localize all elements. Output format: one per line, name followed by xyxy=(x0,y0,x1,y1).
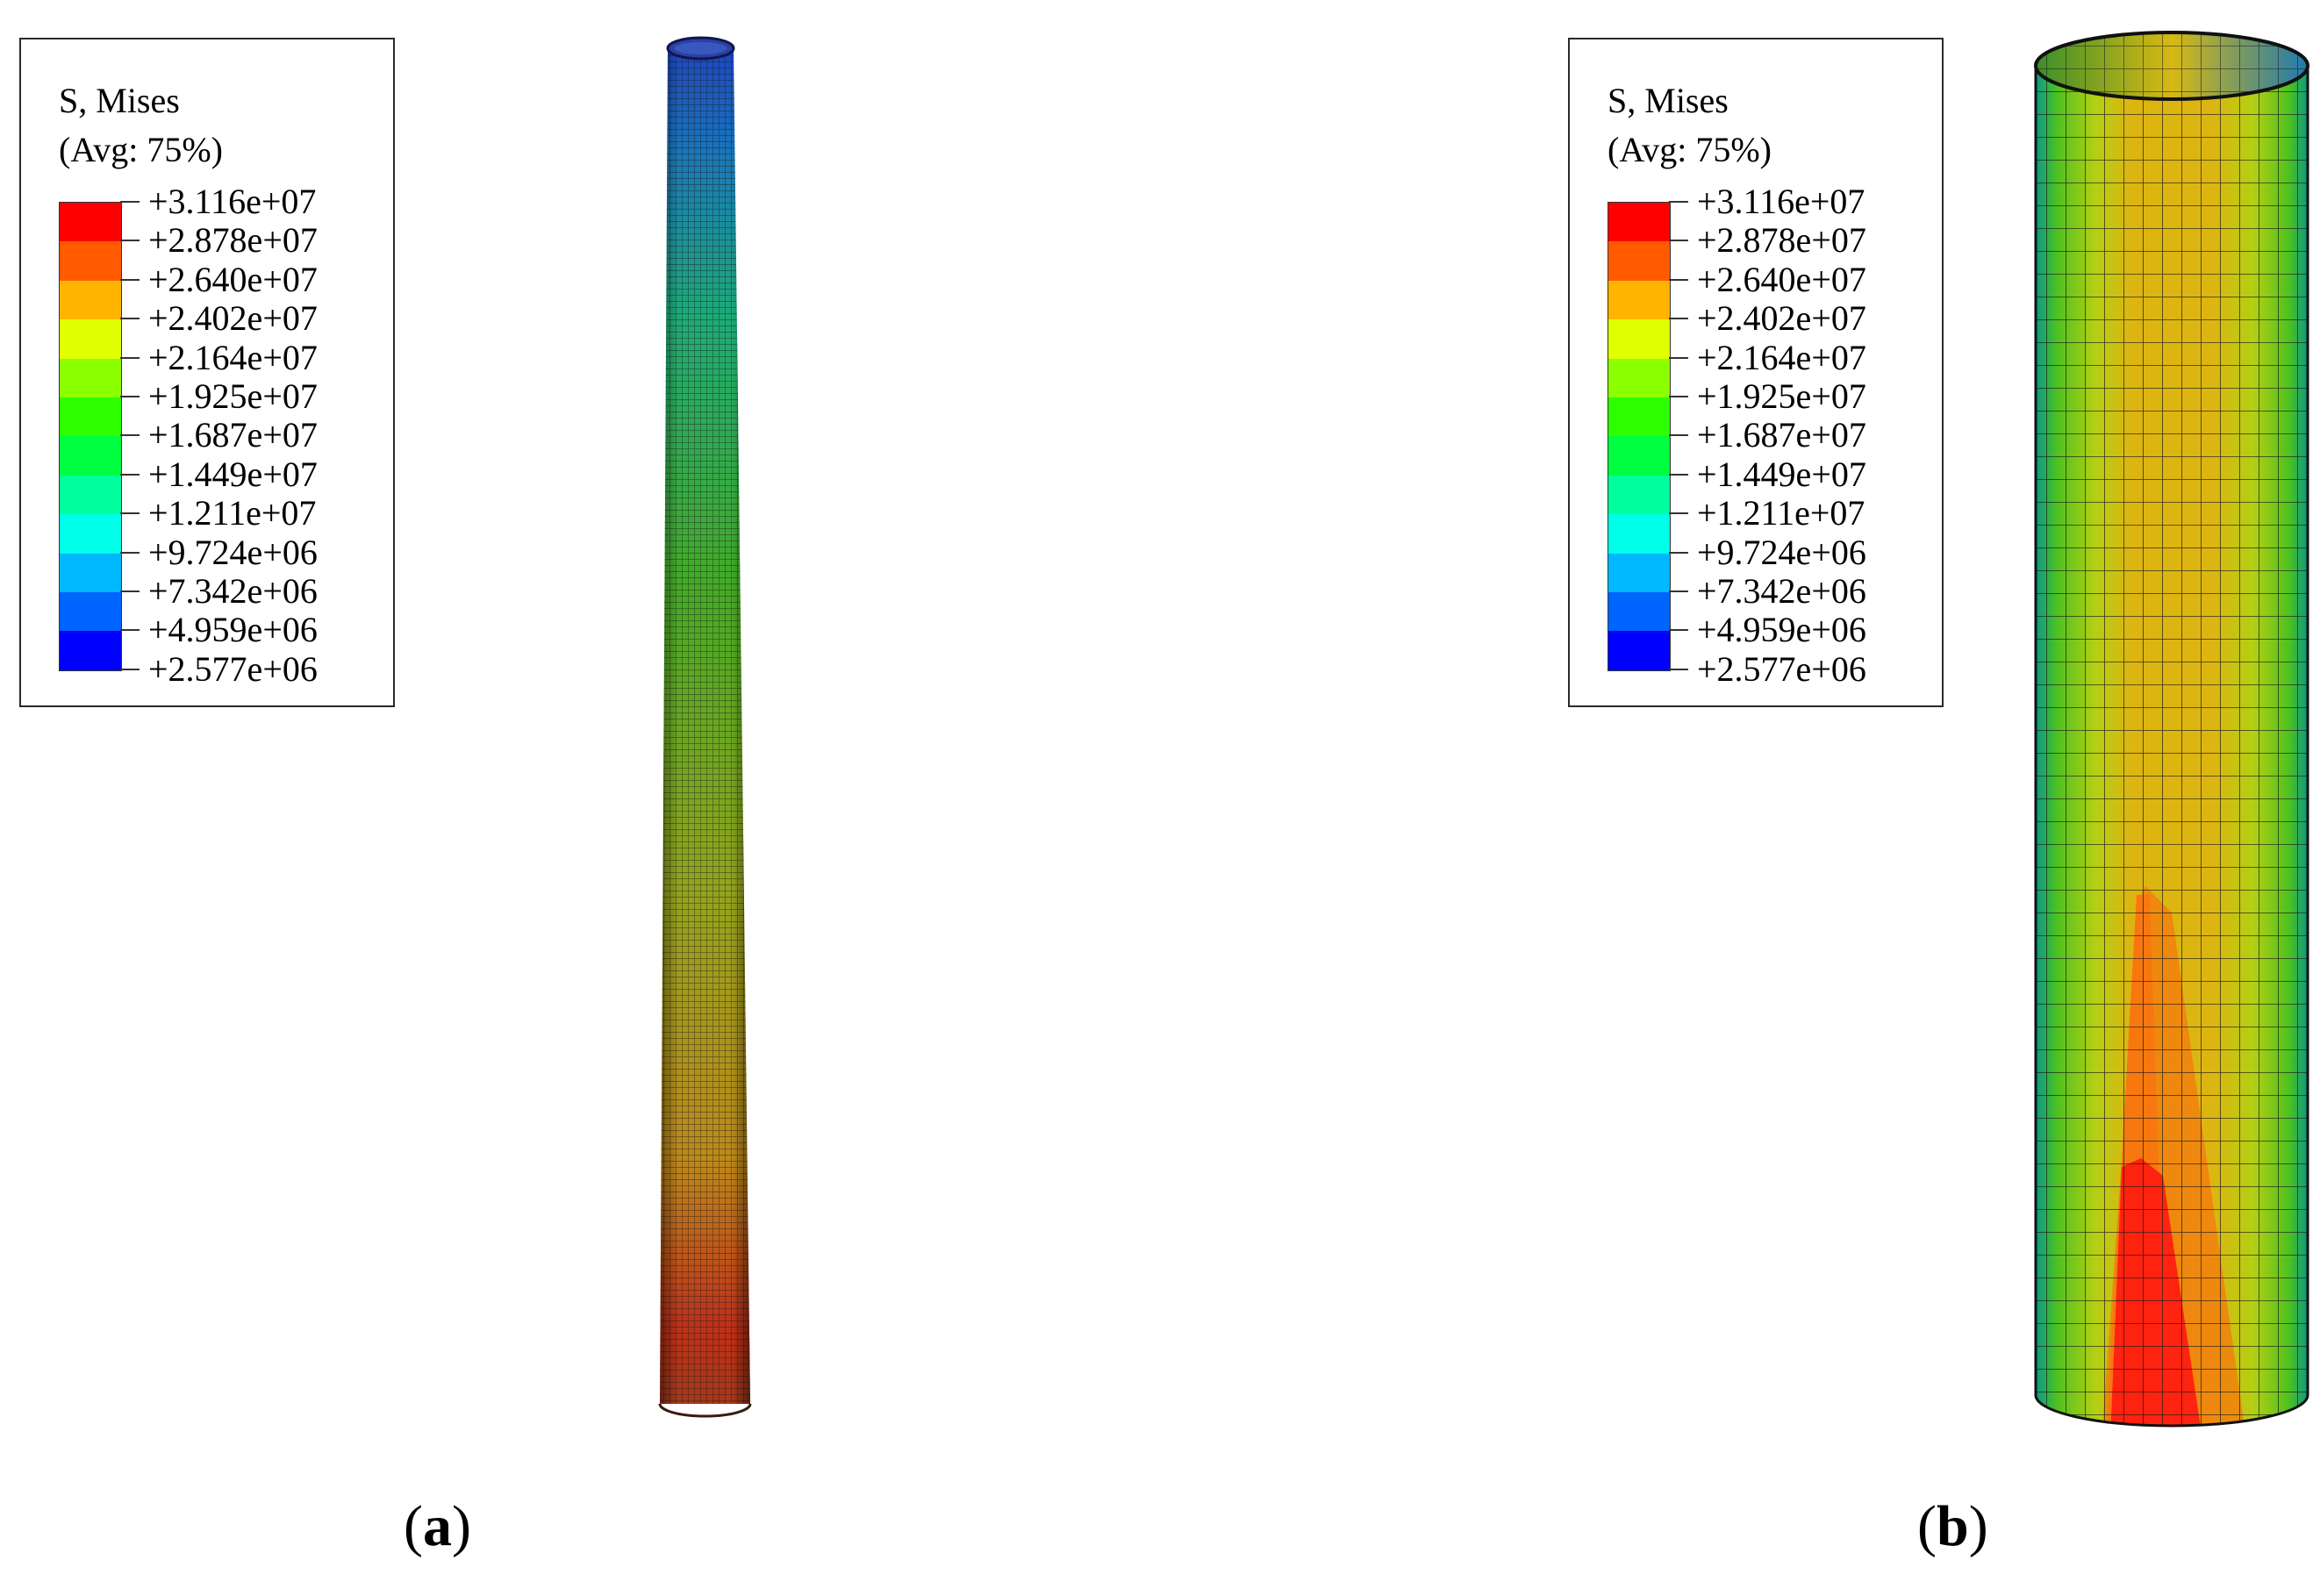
scale-value: +2.164e+07 xyxy=(148,337,318,377)
color-band xyxy=(1608,280,1670,320)
color-band xyxy=(60,436,121,476)
scale-value: +3.116e+07 xyxy=(148,182,317,221)
scale-value: +2.577e+06 xyxy=(1697,648,1866,689)
scale-tick xyxy=(120,668,140,670)
scale-tick xyxy=(120,240,140,242)
color-band xyxy=(60,319,121,359)
scale-tick xyxy=(1669,590,1688,592)
color-band xyxy=(1608,397,1670,437)
color-band xyxy=(60,553,121,592)
legend-averaging: (Avg: 75%) xyxy=(59,130,223,169)
legend-averaging: (Avg: 75%) xyxy=(1608,130,1772,169)
legend-title: S, Mises (Avg: 75%) xyxy=(59,76,223,175)
color-band xyxy=(1608,319,1670,359)
scale-tick xyxy=(120,473,140,476)
scale-tick xyxy=(120,512,140,515)
color-band xyxy=(60,397,121,437)
color-band xyxy=(1608,514,1670,554)
scale-value: +1.925e+07 xyxy=(1697,376,1866,416)
color-scale xyxy=(1608,202,1671,671)
color-band xyxy=(1608,631,1670,670)
color-band xyxy=(60,358,121,397)
scale-tick xyxy=(120,278,140,281)
color-band xyxy=(1608,553,1670,592)
color-band xyxy=(60,475,121,515)
scale-tick xyxy=(1669,240,1688,242)
color-band xyxy=(1608,241,1670,281)
scale-value: +1.211e+07 xyxy=(1697,493,1865,533)
scale-value: +7.342e+06 xyxy=(148,570,318,611)
scale-value: +1.925e+07 xyxy=(148,376,318,416)
legend-panel-b: S, Mises (Avg: 75%) +3.116e+07 +2.878e+07… xyxy=(1568,38,1944,707)
scale-value: +1.211e+07 xyxy=(148,493,317,533)
scale-value: +1.687e+07 xyxy=(148,415,318,455)
color-band xyxy=(1608,475,1670,515)
scale-tick xyxy=(1669,356,1688,359)
color-band xyxy=(60,203,121,242)
scale-value: +2.640e+07 xyxy=(1697,259,1866,299)
scale-tick xyxy=(1669,668,1688,670)
legend-variable: S, Mises xyxy=(59,81,180,120)
color-band xyxy=(1608,591,1670,632)
scale-tick xyxy=(120,434,140,437)
scale-tick xyxy=(120,201,140,203)
scale-tick xyxy=(1669,201,1688,203)
scale-value: +4.959e+06 xyxy=(148,610,318,650)
scale-value: +1.449e+07 xyxy=(148,454,318,494)
scale-value: +1.449e+07 xyxy=(1697,454,1866,494)
legend-panel-a: S, Mises (Avg: 75%) +3.116e+07 +2.878e+07… xyxy=(19,38,395,707)
legend-variable: S, Mises xyxy=(1608,81,1729,120)
scale-tick xyxy=(1669,278,1688,281)
legend-title: S, Mises (Avg: 75%) xyxy=(1608,76,1772,175)
scale-value: +2.878e+07 xyxy=(1697,220,1866,261)
scale-value: +2.640e+07 xyxy=(148,259,318,299)
scale-value: +2.577e+06 xyxy=(148,648,318,689)
scale-value: +2.402e+07 xyxy=(148,298,318,339)
color-band xyxy=(60,591,121,632)
scale-value: +2.402e+07 xyxy=(1697,298,1866,339)
scale-tick xyxy=(1669,318,1688,320)
panel-label-a: (a) xyxy=(404,1494,471,1558)
scale-tick xyxy=(120,356,140,359)
scale-tick xyxy=(1669,473,1688,476)
color-band xyxy=(1608,203,1670,242)
scale-tick xyxy=(120,590,140,592)
scale-tick xyxy=(120,395,140,397)
color-band xyxy=(1608,358,1670,397)
scale-tick xyxy=(1669,395,1688,397)
scale-value: +7.342e+06 xyxy=(1697,570,1866,611)
scale-value: +2.164e+07 xyxy=(1697,337,1866,377)
scale-value: +1.687e+07 xyxy=(1697,415,1866,455)
scale-value: +9.724e+06 xyxy=(148,532,318,572)
color-scale xyxy=(59,202,122,671)
scale-tick xyxy=(1669,629,1688,632)
color-band xyxy=(60,241,121,281)
scale-value: +9.724e+06 xyxy=(1697,532,1866,572)
scale-tick xyxy=(1669,434,1688,437)
scale-value: +3.116e+07 xyxy=(1697,182,1865,221)
scale-value: +4.959e+06 xyxy=(1697,610,1866,650)
color-band xyxy=(60,631,121,670)
scale-value: +2.878e+07 xyxy=(148,220,318,261)
color-band xyxy=(1608,436,1670,476)
scale-tick xyxy=(120,318,140,320)
color-band xyxy=(60,514,121,554)
scale-tick xyxy=(120,629,140,632)
scale-tick xyxy=(1669,512,1688,515)
color-band xyxy=(60,280,121,320)
scale-tick xyxy=(120,551,140,554)
scale-tick xyxy=(1669,551,1688,554)
panel-label-b: (b) xyxy=(1917,1494,1988,1558)
